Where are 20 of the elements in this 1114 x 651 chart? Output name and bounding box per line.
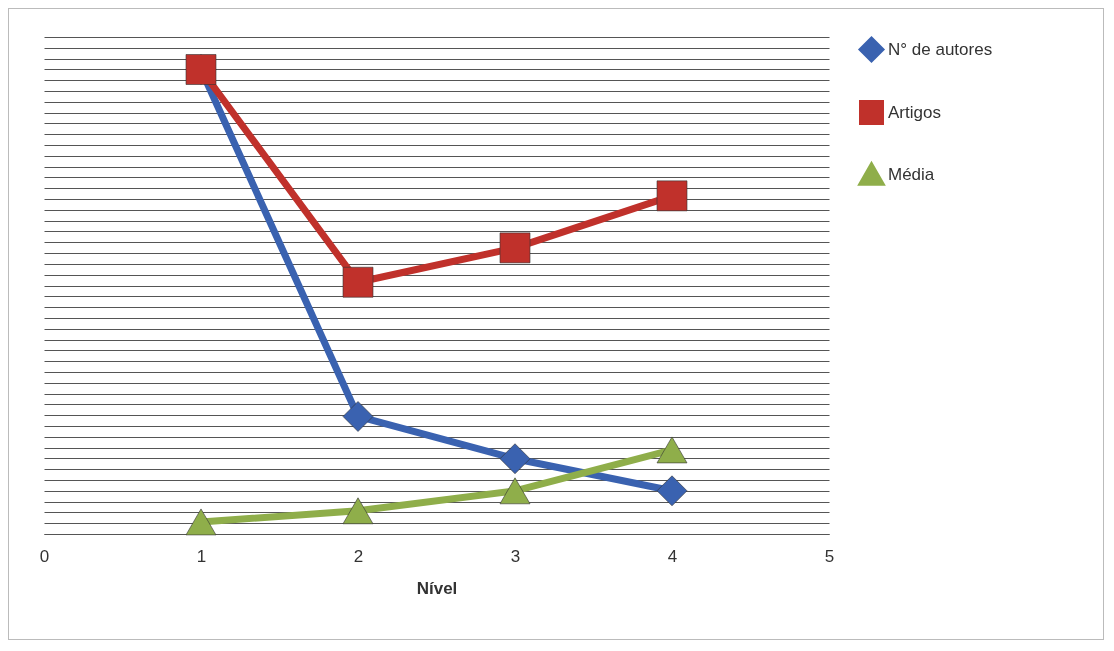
point — [656, 475, 688, 507]
point — [499, 232, 531, 264]
legend-label: Artigos — [888, 102, 941, 122]
x-tick-label: 5 — [824, 546, 835, 566]
point — [185, 508, 217, 536]
point — [499, 443, 531, 475]
point — [656, 436, 688, 464]
point — [342, 266, 374, 298]
x-tick-label: 1 — [196, 546, 207, 566]
point — [342, 401, 374, 432]
point — [499, 477, 531, 505]
x-tick-label: 4 — [667, 546, 678, 566]
point — [656, 180, 688, 212]
x-tick-label: 3 — [510, 546, 521, 566]
x-tick-label: 0 — [39, 546, 50, 566]
legend-label: N° de autores — [888, 39, 993, 59]
x-axis-title: Nível — [416, 578, 458, 598]
point — [342, 497, 374, 525]
legend-label: Média — [888, 164, 935, 184]
x-tick-label: 2 — [353, 546, 364, 566]
